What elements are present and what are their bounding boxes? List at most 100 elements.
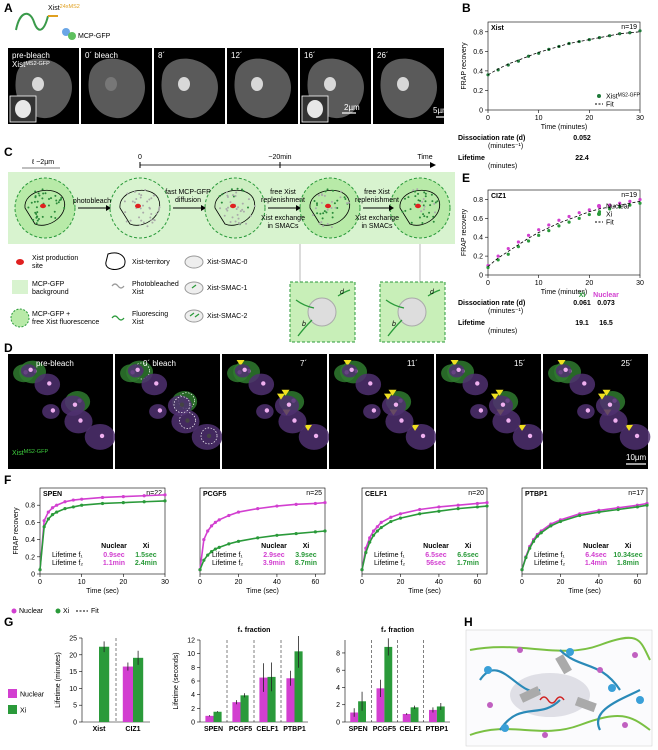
xist-dot: [416, 188, 419, 191]
plot-frame: [521, 487, 648, 575]
table-label: Lifetime f₂: [534, 560, 565, 567]
xist-dot: [129, 219, 132, 222]
xi-spot: [154, 381, 159, 386]
step-label: replenishment: [261, 197, 305, 204]
cell-halo: [299, 177, 361, 239]
nucleus: [448, 364, 465, 378]
xi-spot: [585, 408, 591, 413]
xist-dot: [413, 203, 416, 206]
x-axis-label: Time (sec): [408, 588, 441, 595]
xist-dot: [419, 199, 422, 202]
xist-dot: [35, 222, 38, 225]
y-tick-label: 2: [336, 702, 340, 709]
xist-dot: [336, 207, 339, 210]
table-header: Nuclear: [593, 292, 619, 299]
nucleus: [167, 395, 193, 416]
xist-dot: [410, 221, 413, 224]
xist-dot: [434, 201, 437, 204]
data-point: [256, 536, 260, 540]
arrowhead: [236, 360, 245, 367]
xist-dot: [413, 190, 416, 193]
bar: [294, 651, 303, 722]
table-header: Xi: [625, 543, 632, 550]
xi-spot: [500, 402, 506, 407]
table-value: 3.9min: [263, 560, 285, 567]
data-point: [121, 501, 125, 505]
nucleus: [488, 395, 514, 416]
data-point: [236, 510, 241, 514]
xist-dot: [36, 211, 39, 214]
data-point: [142, 494, 146, 498]
data-point: [206, 529, 210, 533]
xist-dot: [323, 194, 326, 197]
xist-dot: [339, 196, 342, 199]
xist-dot: [423, 205, 426, 208]
xist-dot: [240, 188, 243, 191]
panel-a-labels: pre-bleach 0´ bleach 8´ 12´ 16´ 26´ Xist…: [12, 51, 450, 118]
legend-name: Nuclear: [606, 204, 631, 211]
data-point: [227, 542, 231, 546]
data-point: [638, 29, 642, 33]
data-point: [485, 501, 489, 505]
y-tick-label: 0.6: [25, 520, 35, 527]
x-tick-label: 20: [235, 579, 243, 586]
data-point: [531, 539, 536, 543]
y-tick-label: 6: [336, 668, 340, 675]
data-point: [587, 212, 591, 217]
panel-label: C: [4, 145, 13, 159]
xi-spot: [607, 402, 613, 407]
data-point: [547, 223, 551, 227]
data-point: [475, 505, 479, 509]
xist-dot: [225, 191, 228, 194]
data-point: [456, 507, 460, 511]
data-point: [360, 568, 364, 572]
table-value: 6.6sec: [457, 552, 479, 559]
y-axis-label: Lifetime (minutes): [55, 652, 62, 708]
xist-dot: [126, 192, 129, 195]
data-point: [558, 519, 563, 524]
xist-dot: [42, 192, 45, 195]
xist-dot: [414, 195, 417, 198]
data-point: [524, 556, 528, 560]
xist-dot: [236, 213, 239, 216]
xist-dot: [321, 217, 324, 220]
table-value: 22.4: [575, 155, 589, 162]
xist-dot: [41, 188, 44, 191]
bar: [402, 713, 411, 722]
nucleus: [462, 373, 489, 396]
panel-label: F: [4, 473, 11, 487]
frame-label: 8´: [158, 51, 165, 60]
nucleus: [555, 364, 572, 378]
xist-dot: [33, 200, 36, 203]
scale-inset: 2µm: [344, 103, 360, 112]
xist-dot: [424, 200, 427, 203]
xist-dot: [57, 201, 60, 204]
x-axis-label: Time (sec): [86, 588, 119, 595]
legend-name: Xist: [606, 94, 618, 101]
frame-label: 12´: [231, 51, 243, 60]
exchange-label: Xist exchange: [261, 215, 305, 222]
xist-dot: [326, 208, 329, 211]
y-tick-label: 0.8: [25, 503, 35, 510]
y-tick-label: 20: [69, 652, 77, 659]
time-label: ~20min: [268, 154, 291, 161]
xist-dot: [323, 210, 326, 213]
chart-title: f₁ fraction: [238, 627, 271, 634]
construct-label: Xist24xMS2: [48, 4, 80, 12]
legend-key: [597, 204, 601, 208]
xist-dot: [220, 201, 223, 204]
xist-dot: [246, 206, 249, 209]
xist-dot: [434, 211, 437, 214]
x-tick-label: SPEN: [349, 726, 368, 733]
xist-dot: [330, 200, 333, 203]
x-tick-label: 40: [435, 579, 443, 586]
data-point: [202, 538, 206, 542]
y-tick-label: 2: [191, 706, 195, 713]
panel-label: H: [464, 615, 473, 629]
exchange-label: in SMACs: [361, 223, 393, 230]
xi-spot: [78, 418, 83, 423]
data-point: [371, 533, 376, 537]
xist-dot: [311, 214, 314, 217]
table-label: Lifetime f₁: [52, 552, 83, 559]
data-point: [539, 531, 543, 535]
